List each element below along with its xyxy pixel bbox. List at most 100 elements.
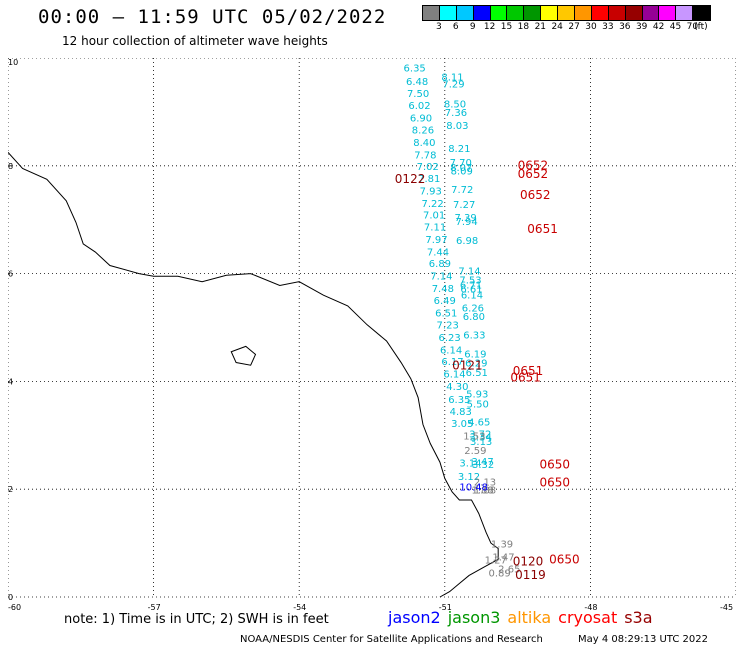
colorbar-swatch — [524, 6, 542, 20]
wave-height-label: 6.14 — [461, 290, 483, 301]
time-label: 0120 — [513, 555, 544, 569]
data-labels: 6.35 6.487.506.02 6.908.26 8.407.787.027.81… — [395, 63, 580, 582]
wave-height-label: 4.30 — [446, 382, 468, 393]
colorbar-tick-label: 6 — [452, 22, 459, 32]
wave-height-label: 3.05 — [451, 419, 473, 430]
wave-height-label: 6.90 — [410, 114, 432, 125]
wave-height-label: 0.89 — [488, 569, 510, 580]
time-label: 0121 — [452, 359, 483, 373]
wave-height-label: 7.44 — [427, 247, 449, 258]
wave-height-label: 6.89 — [429, 259, 451, 270]
colorbar-tick-label: 21 — [534, 22, 547, 32]
wave-height-label: 4.83 — [450, 407, 472, 418]
lake-outline — [230, 345, 257, 366]
y-tick-label: 10 — [8, 58, 18, 67]
wave-height-label: 6.35 — [404, 63, 426, 74]
generated-timestamp: May 4 08:29:13 UTC 2022 — [578, 634, 708, 645]
wave-height-label: 7.14 — [458, 267, 480, 278]
colorbar-swatch — [575, 6, 592, 20]
y-tick-label: 4 — [8, 377, 13, 386]
wave-height-label: 3.13 — [470, 437, 492, 448]
x-tick-label: -54 — [293, 603, 306, 610]
wave-height-label: 7.50 — [407, 89, 429, 100]
colorbar-swatch — [693, 6, 711, 20]
colorbar-swatch — [659, 6, 677, 20]
wave-height-label: 2.59 — [464, 446, 486, 457]
credit-line: NOAA/NESDIS Center for Satellite Applica… — [240, 634, 543, 645]
wave-height-label: 6.26 — [462, 303, 484, 314]
colorbar-swatch — [439, 6, 457, 20]
colorbar-swatch — [490, 6, 508, 20]
wave-height-label: 6.19 — [464, 350, 486, 361]
wave-height-label: 8.07 — [450, 163, 472, 174]
colorbar-swatch — [591, 6, 609, 20]
colorbar-swatch — [676, 6, 694, 20]
wave-height-label: 1.27 — [485, 556, 507, 567]
wave-height-label: 6.14 — [443, 370, 465, 381]
wave-height-label: 6.17 — [441, 357, 463, 368]
wave-height-label: 4.65 — [468, 418, 490, 429]
page-title: 00:00 – 11:59 UTC 05/02/2022 — [38, 6, 387, 28]
wave-height-label: 8.40 — [413, 138, 435, 149]
colorbar-tick-label: 24 — [551, 22, 563, 32]
x-tick-label: -51 — [439, 603, 452, 610]
colorbar-swatch — [541, 6, 559, 20]
wave-height-label: 6.61 — [460, 284, 482, 295]
wave-height-label: 8.50 — [444, 100, 466, 111]
colorbar-swatch — [625, 6, 643, 20]
colorbar-tick-label: 30 — [585, 22, 597, 32]
footnote: note: 1) Time is in UTC; 2) SWH is in fe… — [64, 612, 329, 627]
wave-height-label: 7.78 — [414, 150, 436, 161]
wave-height-label: 7.97 — [425, 235, 447, 246]
wave-height-label: 7.11 — [424, 222, 446, 233]
colorbar-swatch — [473, 6, 491, 20]
wave-height-label: 8.03 — [446, 121, 468, 132]
wave-height-label: 5.50 — [467, 399, 489, 410]
wave-height-label: 7.01 — [423, 211, 445, 222]
wave-height-label: 7.72 — [451, 185, 473, 196]
wave-height-label: 6.51 — [466, 368, 488, 379]
wave-height-label: 6.33 — [463, 330, 485, 341]
wave-height-label: 3.14 — [459, 459, 481, 470]
wave-height-label: 2.13 — [474, 477, 496, 488]
colorbar-swatches — [422, 5, 712, 21]
wave-height-label: 3.47 — [471, 457, 493, 468]
time-label: 0651 — [513, 364, 544, 378]
y-tick-label: 0 — [8, 593, 13, 602]
wave-height-label: 2.65 — [498, 565, 520, 576]
wave-height-label: 8.26 — [412, 125, 434, 136]
wave-height-label: 1.47 — [492, 552, 514, 563]
wave-height-label: 7.02 — [417, 162, 439, 173]
coastline-path — [8, 151, 499, 598]
colorbar-tick-label: 9 — [469, 22, 476, 32]
time-label: 0652 — [518, 159, 549, 173]
wave-height-label: 5.93 — [466, 390, 488, 401]
colorbar-tick-label: 18 — [517, 22, 530, 32]
satellite-legend: jason2 jason3 altika cryosat s3a — [388, 608, 660, 627]
colorbar-swatch — [558, 6, 576, 20]
colorbar-swatch — [642, 6, 660, 20]
wave-height-label: 1.88 — [474, 486, 496, 497]
axis-ticks: -60 -57 -54 -51 -48 -45 0 2 4 6 8 10 — [8, 58, 733, 610]
wave-height-label: 3.12 — [458, 472, 480, 483]
wave-height-label: 7.29 — [442, 80, 464, 91]
wave-height-label: 6.02 — [408, 101, 430, 112]
colorbar-swatch — [507, 6, 525, 20]
wave-height-label: 8.09 — [451, 166, 473, 177]
x-tick-label: -45 — [720, 603, 733, 610]
time-label: 0650 — [539, 458, 570, 472]
x-tick-label: -60 — [8, 603, 21, 610]
colorbar-tick-label: 36 — [619, 22, 631, 32]
wave-height-label: 1.53 — [463, 432, 485, 443]
wave-height-label: 6.35 — [448, 395, 470, 406]
wave-height-label: 7.39 — [455, 213, 477, 224]
wave-height-label: 1.39 — [491, 539, 513, 550]
gridlines — [8, 58, 736, 598]
wave-height-label: 7.81 — [418, 174, 440, 185]
wave-height-label: 3.32 — [472, 460, 494, 471]
wave-height-label: 6.80 — [463, 312, 485, 323]
time-label: 0652 — [518, 167, 549, 181]
wave-height-label: 7.48 — [432, 284, 454, 295]
colorbar-tick-label: 42 — [652, 22, 665, 32]
wave-height-label: 6.51 — [435, 309, 457, 320]
